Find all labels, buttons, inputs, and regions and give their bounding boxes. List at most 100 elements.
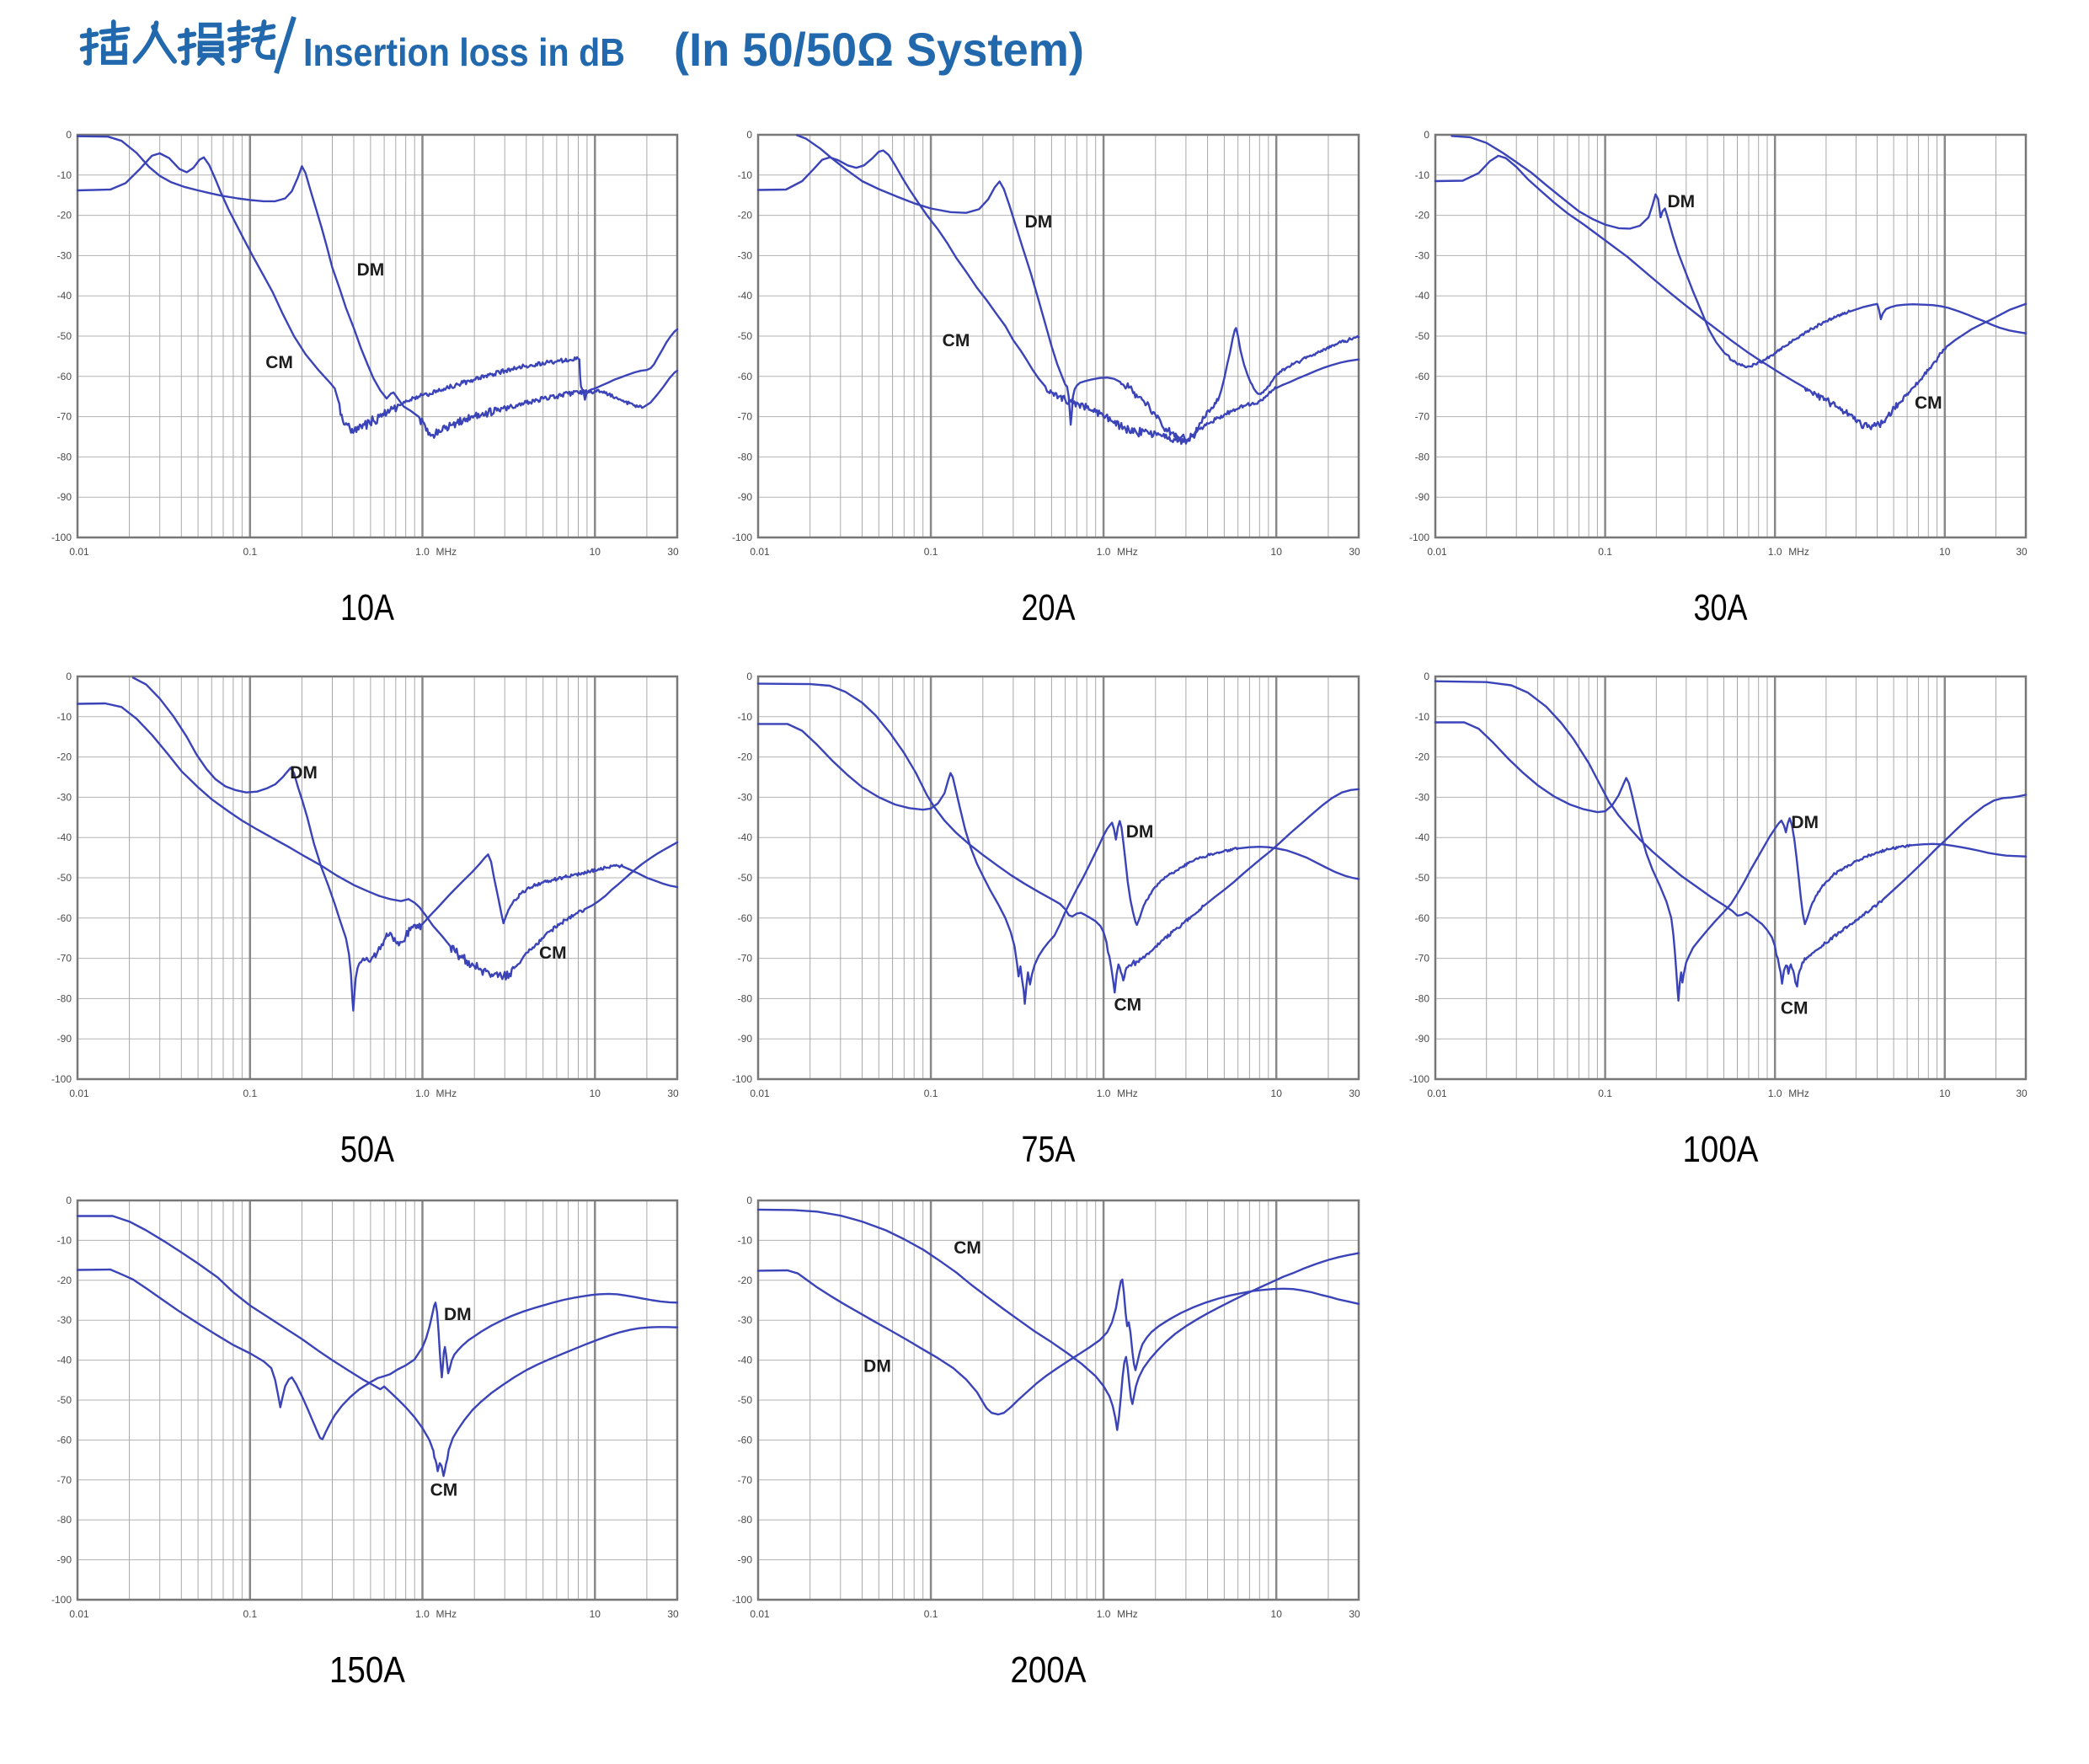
svg-text:-100: -100 [51,1073,72,1085]
svg-text:-10: -10 [57,1234,72,1246]
svg-text:-90: -90 [1415,491,1430,503]
svg-text:1.0: 1.0 [415,1088,430,1099]
svg-text:0.1: 0.1 [243,546,257,558]
svg-text:DM: DM [290,763,318,783]
svg-text:DM: DM [444,1305,472,1324]
svg-text:MHz: MHz [436,546,457,558]
svg-text:-40: -40 [57,831,72,843]
svg-text:CM: CM [954,1238,981,1258]
svg-text:-50: -50 [738,330,753,342]
svg-text:-40: -40 [738,1355,753,1366]
svg-text:10: 10 [590,546,601,558]
svg-text:0.1: 0.1 [243,1608,257,1620]
svg-text:MHz: MHz [436,1088,457,1099]
svg-text:-100: -100 [1409,1073,1429,1085]
svg-text:0: 0 [746,1195,752,1206]
svg-text:10A: 10A [340,587,395,628]
svg-text:10: 10 [590,1608,601,1620]
svg-text:0.1: 0.1 [243,1088,257,1099]
svg-text:10: 10 [1271,546,1283,558]
svg-text:10: 10 [1939,1088,1951,1099]
svg-text:-50: -50 [57,330,72,342]
svg-text:-80: -80 [57,1514,72,1526]
svg-text:-30: -30 [1415,249,1430,261]
svg-text:0.01: 0.01 [1427,546,1447,558]
svg-text:-40: -40 [1415,290,1430,302]
svg-text:CM: CM [1114,996,1141,1015]
svg-text:0: 0 [66,671,72,682]
svg-text:CM: CM [430,1481,458,1500]
svg-text:10: 10 [1271,1608,1283,1620]
svg-text:-20: -20 [57,1275,72,1286]
svg-text:-100: -100 [51,1594,72,1606]
svg-text:MHz: MHz [1117,1088,1138,1099]
svg-text:1.0: 1.0 [1768,1088,1782,1099]
svg-text:-20: -20 [738,1275,753,1286]
svg-text:-100: -100 [732,1594,752,1606]
svg-text:-70: -70 [738,1474,753,1486]
svg-text:30: 30 [1349,1608,1360,1620]
svg-text:MHz: MHz [1117,546,1138,558]
svg-text:MHz: MHz [1788,1088,1809,1099]
svg-text:0.1: 0.1 [924,546,938,558]
svg-text:-20: -20 [1415,751,1430,763]
svg-text:-70: -70 [57,411,72,423]
svg-text:-30: -30 [57,1314,72,1326]
svg-text:0.01: 0.01 [750,546,770,558]
svg-text:0: 0 [746,129,752,141]
svg-text:-10: -10 [57,711,72,723]
svg-text:-70: -70 [738,953,753,965]
svg-text:-50: -50 [738,1394,753,1406]
svg-text:-80: -80 [738,992,753,1004]
svg-text:DM: DM [1025,212,1053,232]
svg-text:-40: -40 [1415,831,1430,843]
svg-text:-10: -10 [1415,711,1430,723]
svg-text:-70: -70 [1415,953,1430,965]
svg-text:-80: -80 [1415,992,1430,1004]
svg-text:-60: -60 [57,371,72,382]
svg-text:1.0: 1.0 [1097,1608,1111,1620]
svg-text:-10: -10 [738,1234,753,1246]
svg-text:-50: -50 [57,1394,72,1406]
svg-text:-30: -30 [738,249,753,261]
svg-text:-60: -60 [738,371,753,382]
svg-text:-50: -50 [1415,330,1430,342]
svg-text:-100: -100 [732,532,752,543]
svg-text:0.1: 0.1 [924,1608,938,1620]
svg-text:10: 10 [1939,546,1951,558]
svg-text:150A: 150A [329,1649,406,1691]
svg-text:75A: 75A [1022,1129,1077,1170]
svg-text:-30: -30 [1415,791,1430,803]
svg-text:0.01: 0.01 [1427,1088,1447,1099]
svg-text:-90: -90 [57,491,72,503]
svg-text:-20: -20 [738,210,753,222]
svg-text:30: 30 [2016,546,2028,558]
svg-text:0.01: 0.01 [750,1088,770,1099]
svg-text:-20: -20 [57,210,72,222]
svg-text:-50: -50 [57,872,72,884]
svg-text:0.01: 0.01 [69,1088,89,1099]
svg-text:CM: CM [943,331,970,350]
svg-text:-60: -60 [57,912,72,924]
svg-text:10: 10 [1271,1088,1283,1099]
svg-text:CM: CM [1781,998,1809,1018]
svg-text:-80: -80 [738,451,753,462]
svg-text:-50: -50 [1415,872,1430,884]
svg-text:-30: -30 [738,791,753,803]
svg-text:0: 0 [1424,671,1429,682]
svg-text:-20: -20 [1415,210,1430,222]
svg-text:-40: -40 [57,290,72,302]
svg-text:30: 30 [1349,1088,1360,1099]
svg-text:1.0: 1.0 [415,546,430,558]
svg-text:CM: CM [265,353,293,372]
svg-text:1.0: 1.0 [1097,546,1111,558]
svg-text:0.01: 0.01 [69,546,89,558]
svg-text:-20: -20 [57,751,72,763]
svg-text:-100: -100 [51,532,72,543]
svg-text:-30: -30 [57,791,72,803]
svg-text:0: 0 [66,1195,72,1206]
svg-text:30: 30 [667,1088,679,1099]
svg-text:-90: -90 [738,1033,753,1045]
svg-text:50A: 50A [340,1129,395,1170]
svg-text:1.0: 1.0 [1097,1088,1111,1099]
